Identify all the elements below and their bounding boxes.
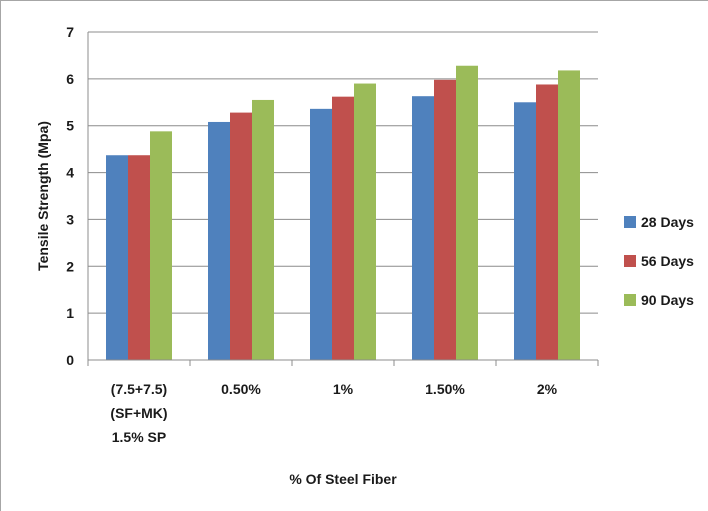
y-tick-label: 3 <box>66 211 74 227</box>
y-tick-label: 7 <box>66 24 74 40</box>
bars <box>106 65 580 361</box>
y-axis-title: Tensile Strength (Mpa) <box>35 121 51 271</box>
bar-90-days <box>252 99 274 360</box>
x-tick-label: 1% <box>333 381 354 397</box>
legend-swatch <box>624 294 636 306</box>
x-tick-label: (7.5+7.5) <box>111 381 167 397</box>
x-tick-label: 2% <box>537 381 558 397</box>
bar-56-days <box>230 112 252 360</box>
bar-56-days <box>332 96 354 361</box>
x-axis-title: % Of Steel Fiber <box>289 471 397 487</box>
bar-56-days <box>536 84 558 360</box>
bar-28-days <box>208 121 230 360</box>
y-tick-label: 5 <box>66 118 74 134</box>
x-tick-label: 1.50% <box>425 381 465 397</box>
bar-90-days <box>558 70 580 361</box>
y-tick-label: 2 <box>66 258 74 274</box>
y-tick-label: 6 <box>66 71 74 87</box>
bar-28-days <box>310 108 332 361</box>
bar-56-days <box>128 155 150 360</box>
y-tick-label: 4 <box>66 165 74 181</box>
legend-label: 56 Days <box>641 253 694 269</box>
x-tick-label: 1.5% SP <box>112 429 166 445</box>
bar-28-days <box>514 102 536 361</box>
bar-90-days <box>150 131 172 360</box>
legend-swatch <box>624 255 636 267</box>
legend-swatch <box>624 216 636 228</box>
legend-label: 90 Days <box>641 292 694 308</box>
y-tick-label: 0 <box>66 352 74 368</box>
bar-56-days <box>434 79 456 361</box>
x-tick-label: 0.50% <box>221 381 261 397</box>
x-tick-label: (SF+MK) <box>110 405 167 421</box>
bar-28-days <box>106 155 128 360</box>
bar-90-days <box>354 83 376 361</box>
legend-label: 28 Days <box>641 214 694 230</box>
y-tick-label: 1 <box>66 305 74 321</box>
bar-90-days <box>456 65 478 360</box>
y-axis-ticks: 0 1 2 3 4 5 6 7 <box>66 24 74 368</box>
x-axis-ticks: (7.5+7.5) (SF+MK) 1.5% SP 0.50% 1% 1.50% 2% <box>87 360 599 445</box>
legend: 28 Days 56 Days 90 Days <box>624 214 694 308</box>
bar-28-days <box>412 96 434 361</box>
